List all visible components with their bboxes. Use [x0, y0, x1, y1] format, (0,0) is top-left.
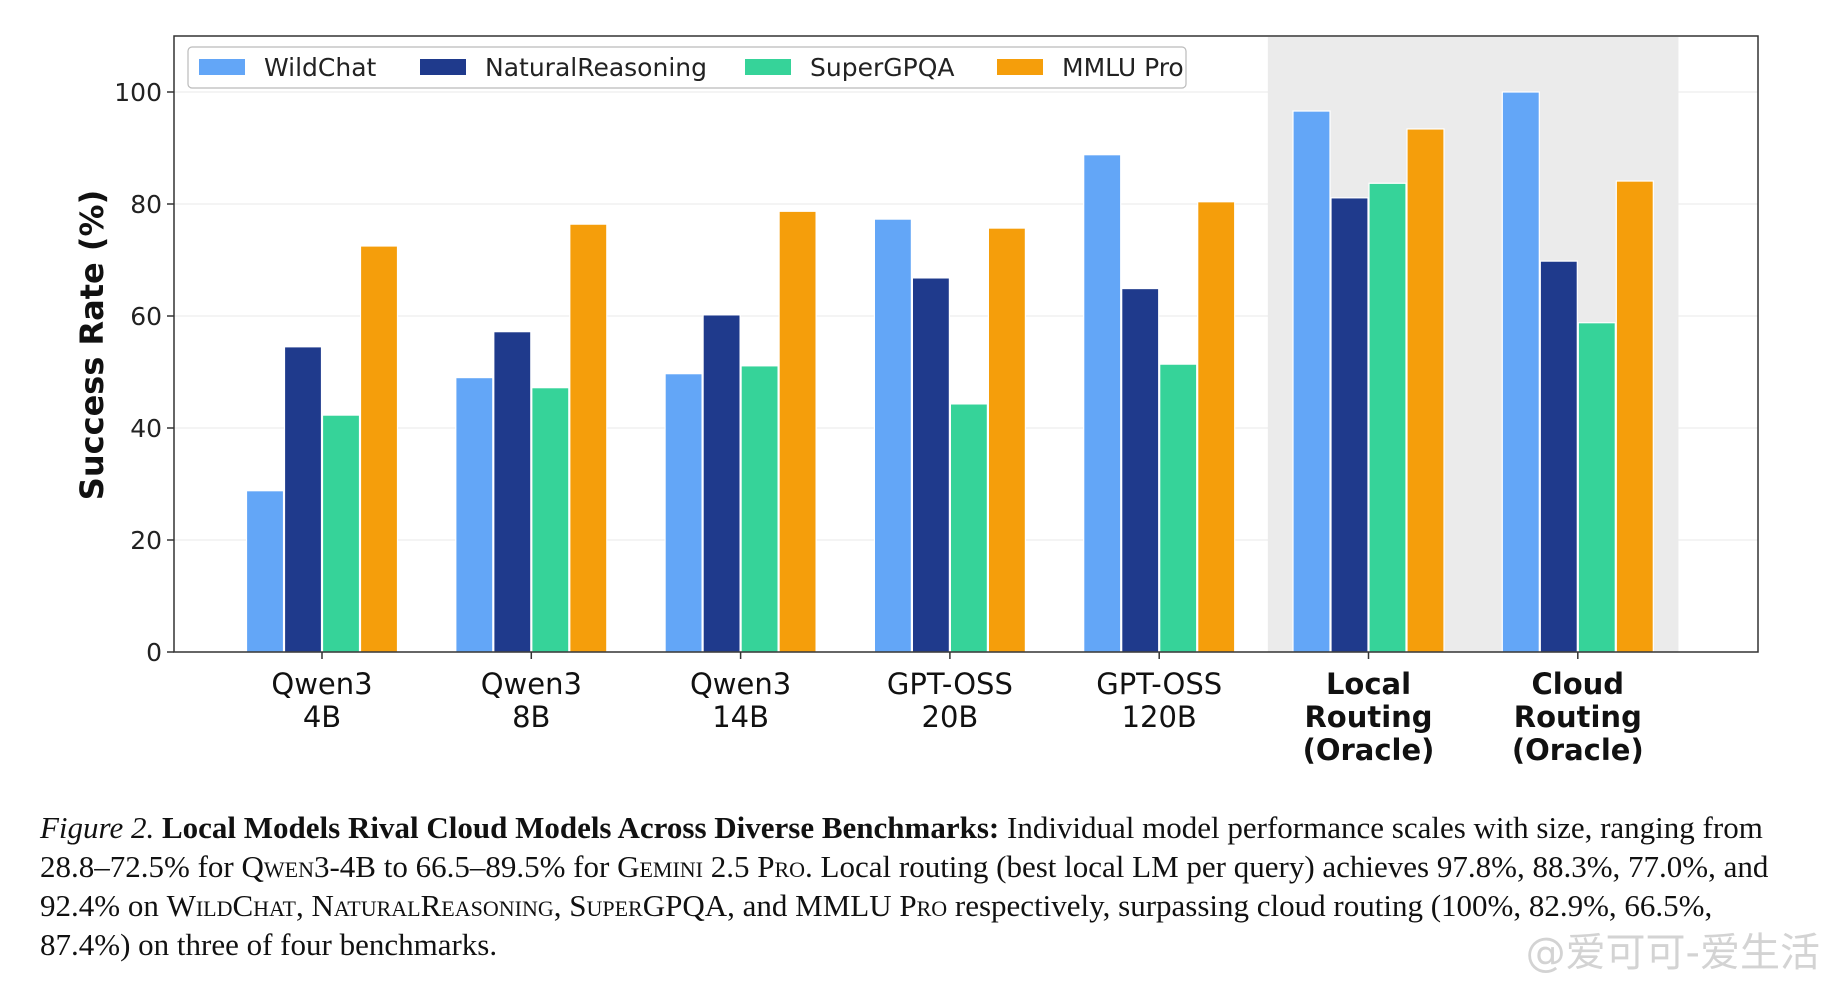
caption-naturalreasoning: NaturalReasoning	[311, 888, 554, 923]
figure-caption: Figure 2. Local Models Rival Cloud Model…	[40, 808, 1810, 964]
y-tick-label: 60	[130, 302, 162, 331]
bar-mmlu-pro-6	[1615, 180, 1654, 653]
y-tick-label: 40	[130, 414, 162, 443]
x-tick-label: Routing	[1514, 700, 1642, 734]
plot-frame	[173, 35, 1759, 653]
y-tick-label: 0	[146, 638, 162, 667]
legend-label: NaturalReasoning	[485, 53, 707, 82]
x-tick-label: 14B	[712, 700, 769, 734]
bar-naturalreasoning-1	[493, 331, 532, 653]
caption-title: Local Models Rival Cloud Models Across D…	[161, 810, 1000, 845]
legend-swatch-mmlu-pro	[997, 59, 1043, 75]
legend: WildChat NaturalReasoning SuperGPQA MMLU Pr…	[187, 46, 1187, 89]
caption-text-1: Individual model performance scales with…	[40, 810, 1763, 884]
caption-mmlu: MMLU Pro	[795, 888, 948, 923]
x-tick-label: GPT-OSS	[1096, 667, 1222, 701]
x-axis: Qwen34BQwen38BQwen314BGPT-OSS20BGPT-OSS1…	[271, 652, 1644, 767]
caption-text-5: ,	[553, 888, 570, 923]
bar-wildchat-5	[1292, 110, 1331, 653]
watermark: @爱可可-爱生活	[1525, 930, 1820, 976]
caption-qwen: Qwen3-4B	[241, 849, 376, 884]
x-tick-label: Qwen3	[690, 667, 791, 701]
caption-wildchat: WildChat	[166, 888, 296, 923]
bar-mmlu-pro-4	[1197, 201, 1236, 653]
bar-naturalreasoning-2	[702, 314, 741, 653]
caption-text-4: ,	[295, 888, 312, 923]
bar-wildchat-4	[1083, 154, 1122, 653]
x-tick-label: 8B	[512, 700, 550, 734]
bar-mmlu-pro-2	[778, 210, 817, 653]
x-tick-label: 4B	[303, 700, 341, 734]
bar-mmlu-pro-0	[359, 245, 399, 653]
bar-wildchat-3	[873, 218, 913, 653]
x-tick-label: GPT-OSS	[887, 667, 1013, 701]
bar-naturalreasoning-0	[283, 346, 323, 653]
bar-supergpqa-0	[321, 414, 361, 653]
bar-mmlu-pro-5	[1406, 128, 1445, 653]
bar-wildchat-0	[245, 490, 285, 653]
bar-layer	[245, 91, 1654, 653]
bar-supergpqa-6	[1577, 322, 1616, 653]
legend-swatch-naturalreasoning	[420, 59, 466, 75]
x-tick-label: Cloud	[1532, 667, 1625, 701]
legend-box	[187, 46, 1187, 89]
x-tick-label: (Oracle)	[1303, 733, 1435, 767]
legend-swatch-supergpqa	[745, 59, 791, 75]
caption-supergpqa: SuperGPQA	[569, 888, 728, 923]
bar-supergpqa-2	[740, 365, 779, 653]
y-tick-label: 100	[114, 78, 162, 107]
caption-text-3: . Local routing (best local LM per query…	[40, 849, 1769, 923]
bar-naturalreasoning-3	[911, 277, 951, 653]
x-tick-label: Qwen3	[481, 667, 582, 701]
bar-supergpqa-3	[949, 403, 989, 653]
bar-naturalreasoning-5	[1330, 197, 1369, 653]
bar-wildchat-2	[664, 373, 703, 653]
y-tick-label: 80	[130, 190, 162, 219]
y-tick-label: 20	[130, 526, 162, 555]
x-tick-label: 20B	[922, 700, 979, 734]
x-tick-label: Local	[1326, 667, 1411, 701]
bar-mmlu-pro-3	[987, 227, 1027, 653]
y-axis-label: Success Rate (%)	[73, 190, 111, 500]
bar-supergpqa-5	[1368, 182, 1407, 653]
bar-supergpqa-4	[1159, 363, 1198, 653]
x-tick-label: Routing	[1304, 700, 1432, 734]
caption-text-2: to 66.5–89.5% for	[375, 849, 618, 884]
x-tick-label: 120B	[1122, 700, 1197, 734]
y-axis: 0 20 40 60 80 100	[114, 78, 174, 667]
legend-swatch-wildchat	[199, 59, 245, 75]
bar-wildchat-6	[1501, 91, 1540, 653]
x-tick-label: (Oracle)	[1512, 733, 1644, 767]
x-tick-label: Qwen3	[271, 667, 372, 701]
caption-gemini: Gemini 2.5 Pro	[617, 849, 806, 884]
legend-label: MMLU Pro	[1062, 53, 1184, 82]
bar-supergpqa-1	[531, 387, 570, 653]
bar-naturalreasoning-4	[1121, 287, 1160, 653]
bar-mmlu-pro-1	[569, 223, 608, 653]
legend-label: WildChat	[264, 53, 377, 82]
legend-label: SuperGPQA	[810, 53, 954, 82]
caption-text-7: respectively, surpassing cloud routing (…	[40, 888, 1713, 962]
bar-wildchat-1	[455, 377, 494, 653]
bar-naturalreasoning-6	[1539, 260, 1578, 653]
caption-figure-number: Figure 2.	[40, 810, 155, 845]
caption-text-6: , and	[727, 888, 796, 923]
